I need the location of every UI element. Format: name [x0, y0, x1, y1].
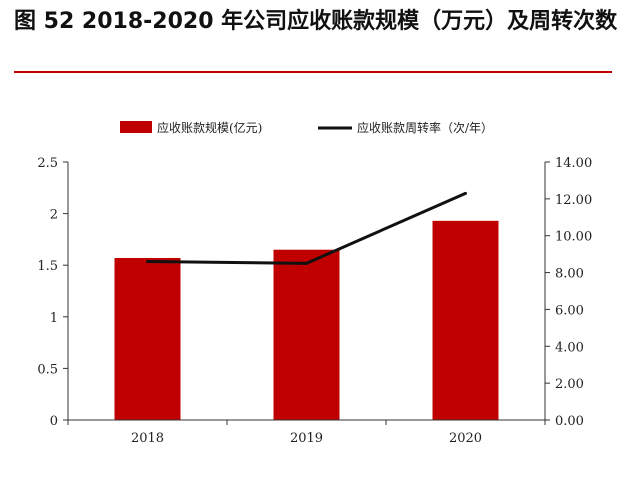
y-right-tick-label: 0.00 — [555, 414, 584, 429]
bar-series — [114, 220, 499, 420]
y-left-tick-label: 1.5 — [37, 259, 58, 274]
y-right-tick-label: 14.00 — [555, 156, 592, 171]
legend-swatch-bar — [120, 121, 152, 133]
title-divider — [14, 71, 612, 73]
y-right-tick-label: 8.00 — [555, 267, 584, 282]
line-point-2020 — [464, 191, 467, 195]
x-tick-label-2019: 2019 — [290, 431, 323, 446]
y-left-tick-label: 2 — [50, 208, 58, 223]
bar-2020 — [432, 220, 499, 420]
chart-canvas: 应收账款规模(亿元) 应收账款周转率（次/年） 0 0.5 1 1.5 2 2.5 0.00 2… — [37, 120, 592, 446]
y-right-tick-label: 6.00 — [555, 303, 584, 318]
bar-2019 — [273, 249, 340, 420]
line-series — [146, 191, 467, 265]
y-right-tick-label: 12.00 — [555, 193, 592, 208]
line-point-2018 — [146, 260, 149, 264]
legend: 应收账款规模(亿元) 应收账款周转率（次/年） — [120, 120, 493, 135]
y-left-tick-label: 2.5 — [37, 156, 58, 171]
legend-label-line: 应收账款周转率（次/年） — [357, 120, 493, 135]
x-tick-label-2018: 2018 — [131, 431, 164, 446]
y-right-tick-label: 10.00 — [555, 230, 592, 245]
y-right-tick-label: 4.00 — [555, 340, 584, 355]
y-left-tick-label: 0 — [50, 414, 58, 429]
y-left-tick-label: 0.5 — [37, 362, 58, 377]
y-right-tick-label: 2.00 — [555, 377, 584, 392]
tick-labels: 0 0.5 1 1.5 2 2.5 0.00 2.00 4.00 6.00 8.00 10.00 12.… — [37, 156, 592, 446]
legend-label-bar: 应收账款规模(亿元) — [157, 120, 262, 135]
bar-2018 — [114, 257, 181, 420]
line-point-2019 — [305, 261, 308, 265]
x-tick-label-2020: 2020 — [449, 431, 482, 446]
y-left-tick-label: 1 — [50, 311, 58, 326]
axes — [63, 161, 550, 425]
chart-title: 图 52 2018-2020 年公司应收账款规模（万元）及周转次数 — [14, 9, 618, 34]
